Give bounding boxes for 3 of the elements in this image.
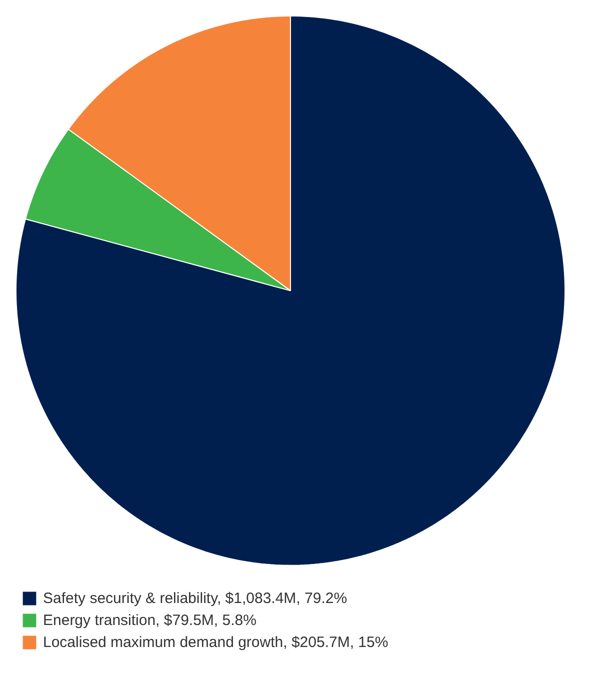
legend-label: Safety security & reliability, $1,083.4M, 79.2% [43,590,348,606]
legend-label: Energy transition, $79.5M, 5.8% [43,612,256,628]
legend-label: Localised maximum demand growth, $205.7M, 15% [43,634,388,650]
